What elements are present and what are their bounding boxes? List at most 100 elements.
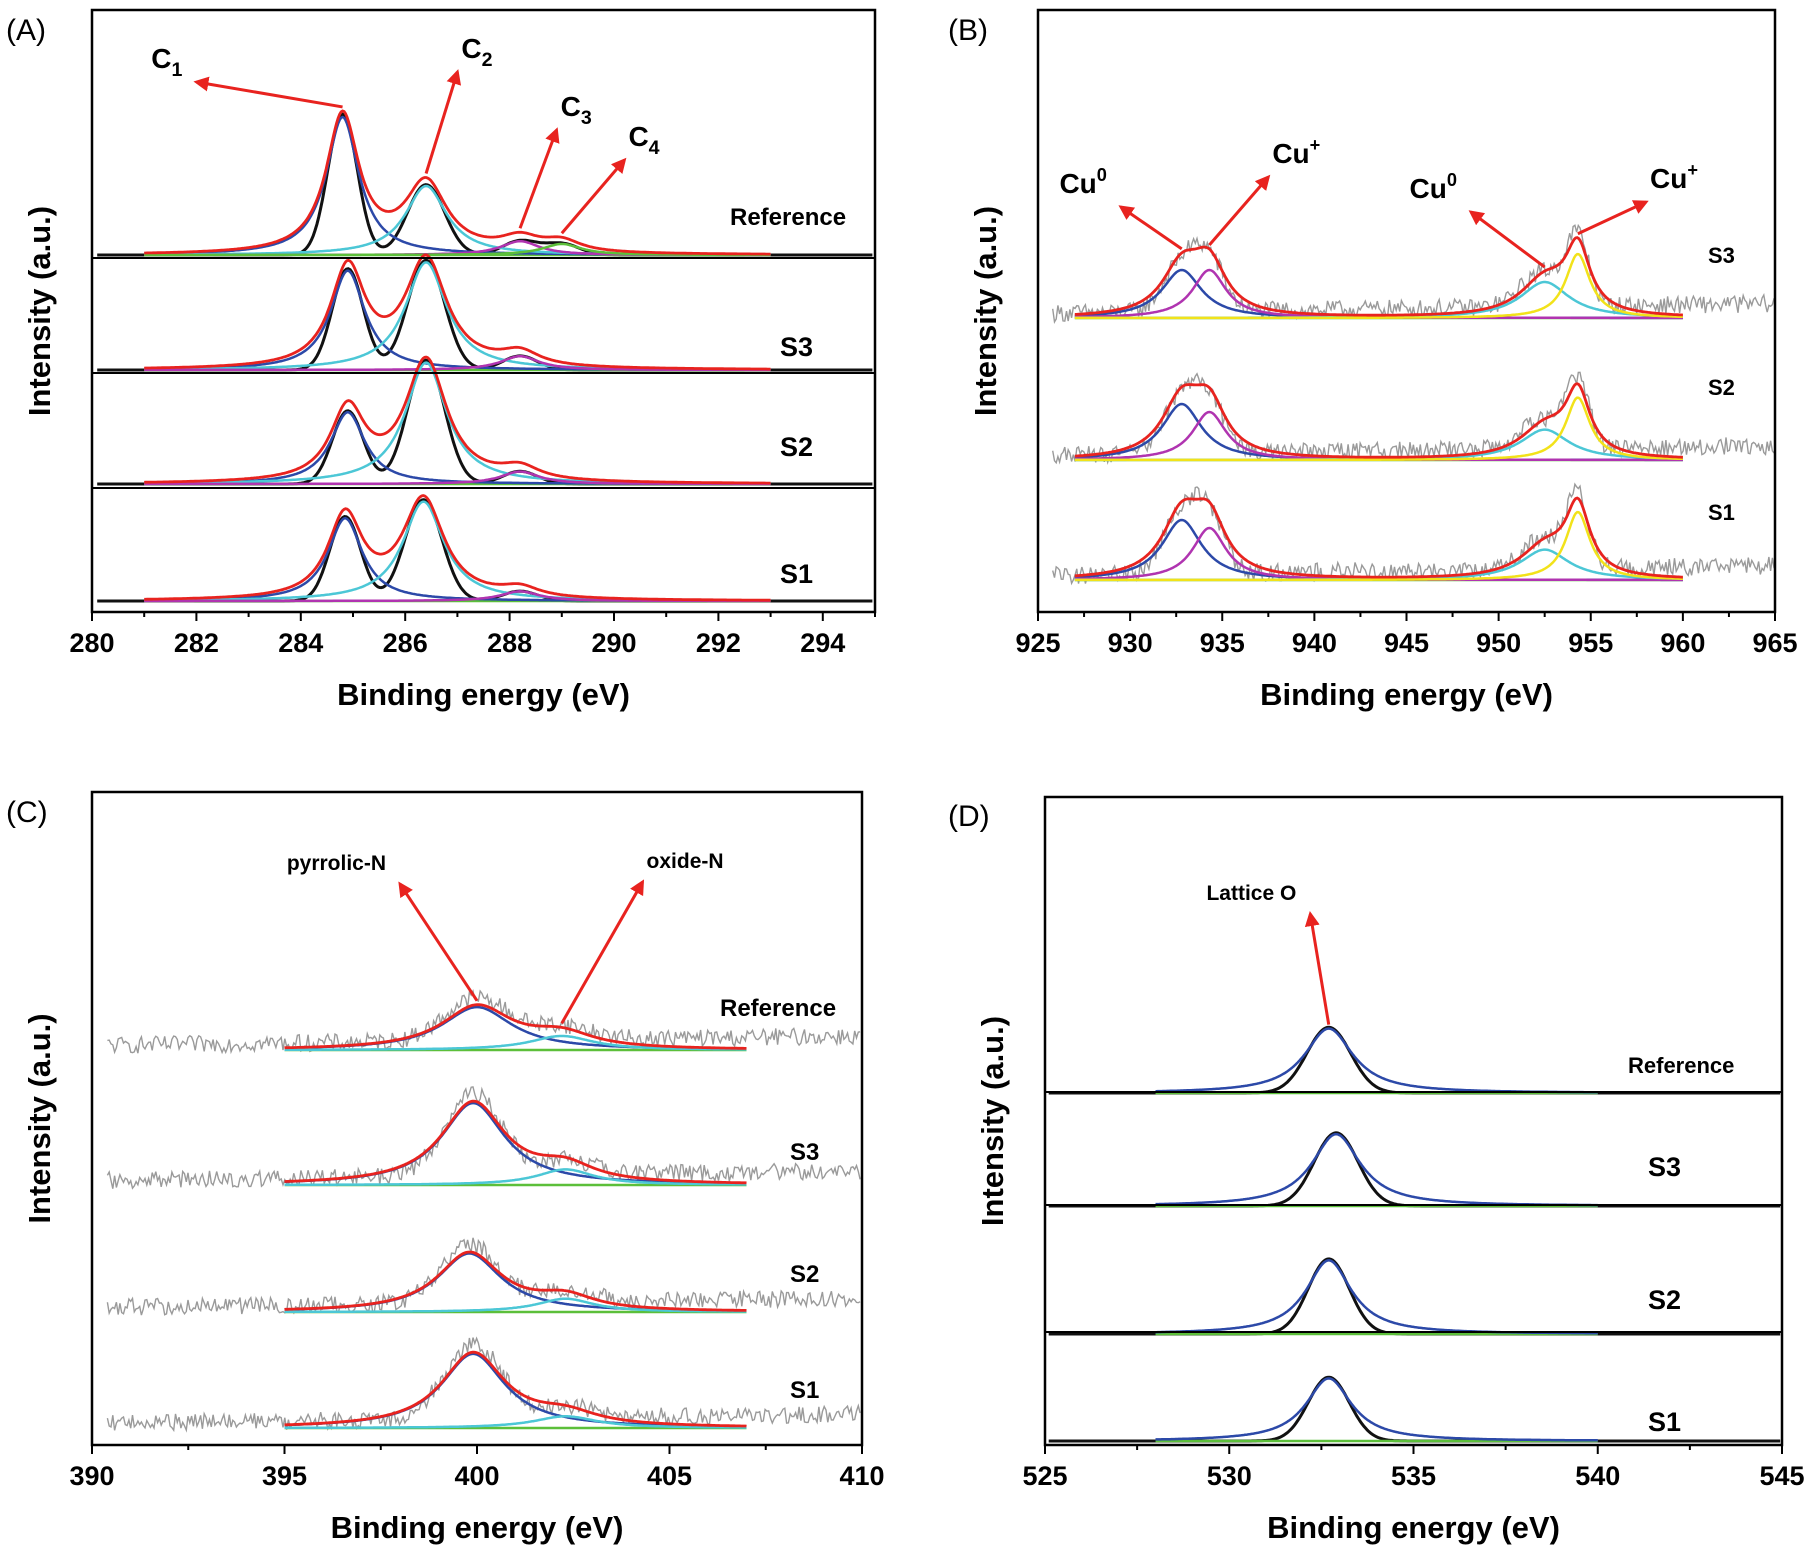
- x-tick-label: 965: [1752, 628, 1797, 658]
- x-tick-label: 960: [1660, 628, 1705, 658]
- fit-peak-cyan: [1074, 428, 1683, 462]
- annotation-arrow: [560, 157, 627, 235]
- panel-D: (D) Reference S3 S2 S1 525 530 535 540 545 Binding…: [948, 795, 1805, 1545]
- fit-peak-blue: [284, 1005, 747, 1051]
- fit-envelope-line: [284, 1250, 747, 1312]
- fit-envelope-line: [1074, 496, 1683, 579]
- series-label: S3: [780, 332, 813, 362]
- plot-frame: [1043, 795, 1784, 1447]
- fit-peak-magenta: [144, 470, 771, 486]
- series-label: S1: [1648, 1407, 1681, 1437]
- fit-envelope-line: [284, 1350, 747, 1428]
- peak-annotation: C3: [518, 91, 592, 229]
- annotation-label: Cu0: [1059, 165, 1106, 199]
- fit-peak-cyan: [284, 1415, 747, 1430]
- series-label: S1: [780, 559, 813, 589]
- annotation-arrow: [1577, 200, 1649, 236]
- series-label: S2: [780, 432, 813, 462]
- peak-annotation: Cu0: [1059, 165, 1183, 251]
- fit-peak-blue: [144, 516, 771, 603]
- fit-peak-blue: [1155, 1259, 1598, 1335]
- fit-peak-cyan: [284, 1168, 747, 1187]
- x-tick-label: 410: [839, 1461, 884, 1491]
- annotation-arrow: [1304, 911, 1331, 1025]
- x-tick-label: 525: [1022, 1461, 1067, 1491]
- fit-peak-blue: [1155, 1377, 1598, 1442]
- x-tick-label: 940: [1292, 628, 1337, 658]
- raw-spectrum-line: [1052, 223, 1775, 324]
- raw-spectrum-line: [1052, 371, 1775, 465]
- raw-spectrum-line: [97, 112, 873, 257]
- annotation-arrow: [424, 69, 462, 174]
- series-s2: S2: [1052, 371, 1775, 465]
- x-axis-title: Binding energy (eV): [1260, 677, 1553, 712]
- peak-annotation: C2: [424, 33, 493, 174]
- x-axis-title: Binding energy (eV): [1267, 1510, 1560, 1545]
- series-reference: Reference: [107, 989, 861, 1055]
- annotation-label: C2: [461, 33, 492, 71]
- panel-label: (C): [6, 796, 48, 829]
- fit-envelope-line: [284, 1099, 747, 1185]
- annotation-label: C3: [561, 91, 592, 129]
- fit-peak-magenta: [144, 354, 771, 372]
- y-axis-title: Intensity (a.u.): [975, 1016, 1010, 1226]
- panel-B: (B) S3 S2 S1 925 930 935 940 945 950 955 960 965 Bind…: [948, 8, 1798, 712]
- series-s3: S3: [1048, 1131, 1781, 1208]
- plot-frame: [1036, 8, 1777, 614]
- annotation-label: oxide-N: [647, 850, 724, 873]
- annotation-arrow: [1468, 210, 1546, 269]
- fit-peak-cyan: [1074, 280, 1683, 320]
- annotation-arrow: [560, 879, 645, 1025]
- raw-spectrum-line: [107, 989, 861, 1055]
- annotation-arrow: [193, 76, 343, 109]
- series-s1: S1: [97, 494, 873, 603]
- annotation-label: Lattice O: [1206, 882, 1296, 905]
- panel-label: (B): [948, 14, 988, 47]
- fit-envelope-line: [144, 253, 771, 371]
- fit-envelope-line: [144, 355, 771, 485]
- fit-peak-cyan: [144, 261, 771, 371]
- fit-peak-cyan: [284, 1034, 747, 1051]
- y-axis-title: Intensity (a.u.): [22, 1013, 57, 1223]
- annotation-arrow: [518, 127, 560, 229]
- x-tick-label: 400: [454, 1461, 499, 1491]
- series-label: Reference: [1628, 1053, 1734, 1078]
- series-s1: S1: [1048, 1375, 1781, 1443]
- series-label: S2: [1648, 1285, 1681, 1315]
- x-tick-label: 930: [1108, 628, 1153, 658]
- fit-peak-cyan: [144, 361, 771, 485]
- peak-annotation: Cu0: [1410, 170, 1546, 269]
- fit-peak-blue: [144, 411, 771, 486]
- x-axis-title: Binding energy (eV): [337, 677, 630, 712]
- annotation-label: pyrrolic-N: [287, 852, 386, 875]
- annotation-arrow: [1208, 174, 1271, 247]
- fit-peak-cyan: [144, 500, 771, 602]
- raw-spectrum-line: [106, 1237, 861, 1316]
- series-s3: S3: [1052, 223, 1775, 324]
- annotation-label: Cu0: [1410, 170, 1457, 204]
- series-s2: S2: [106, 1237, 861, 1316]
- x-tick-label: 530: [1207, 1461, 1252, 1491]
- series-label: S2: [1708, 375, 1735, 400]
- annotation-label: Cu+: [1272, 135, 1320, 169]
- x-tick-label: 288: [487, 628, 532, 658]
- x-tick-label: 945: [1384, 628, 1429, 658]
- peak-annotation: Cu+: [1208, 135, 1320, 247]
- x-tick-label: 955: [1568, 628, 1613, 658]
- x-tick-label: 405: [647, 1461, 692, 1491]
- x-axis-title: Binding energy (eV): [331, 1510, 624, 1545]
- fit-peak-blue: [1155, 1027, 1598, 1094]
- x-tick-label: 280: [69, 628, 114, 658]
- panel-label: (A): [6, 14, 46, 47]
- series-s1: S1: [106, 1336, 861, 1433]
- series-reference: Reference: [97, 109, 873, 257]
- series-s3: S3: [97, 253, 873, 372]
- peak-annotation: pyrrolic-N: [287, 852, 479, 1002]
- x-tick-label: 286: [383, 628, 428, 658]
- x-tick-label: 292: [696, 628, 741, 658]
- x-tick-label: 545: [1759, 1461, 1804, 1491]
- fit-peak-green: [144, 242, 771, 257]
- fit-peak-yellow: [1074, 252, 1683, 320]
- x-tick-label: 390: [69, 1461, 114, 1491]
